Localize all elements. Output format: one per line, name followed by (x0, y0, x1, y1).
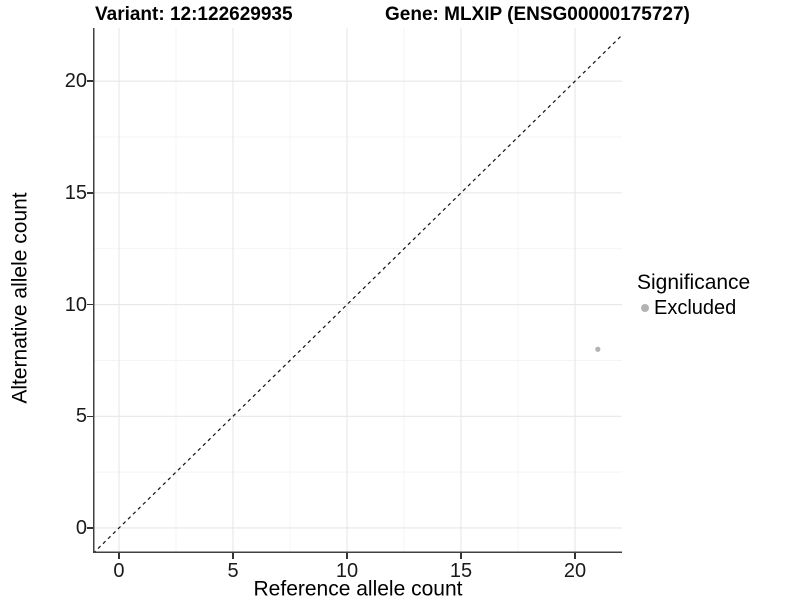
y-tick-mark (87, 80, 93, 82)
legend-entry-excluded: Excluded (637, 297, 750, 319)
x-tick-mark (574, 553, 576, 559)
y-tick-mark (87, 527, 93, 529)
data-point (595, 346, 601, 352)
y-tick-mark (87, 192, 93, 194)
plot-panel (93, 28, 622, 553)
x-tick-mark (460, 553, 462, 559)
y-tick-label: 20 (64, 70, 87, 93)
plot-title-variant: Variant: 12:122629935 (95, 4, 293, 25)
x-tick-label: 15 (449, 560, 473, 582)
y-tick-label: 5 (75, 405, 87, 428)
legend-entry-label: Excluded (654, 297, 737, 320)
x-tick-label: 5 (227, 560, 239, 582)
plot-title-gene: Gene: MLXIP (ENSG00000175727) (385, 4, 690, 25)
y-tick-mark (87, 303, 93, 306)
x-tick-mark (232, 553, 234, 559)
x-axis-title: Reference allele count (253, 577, 463, 600)
y-tick-label: 15 (64, 181, 87, 204)
x-tick-mark (118, 553, 120, 559)
legend: Significance Excluded (637, 271, 750, 319)
legend-title: Significance (637, 271, 751, 294)
x-tick-label: 20 (563, 560, 587, 582)
legend-point-icon (641, 304, 649, 313)
x-tick-mark (346, 553, 348, 559)
identity-line (93, 34, 622, 553)
x-tick-label: 0 (113, 560, 125, 582)
y-tick-label: 0 (75, 516, 87, 539)
y-tick-mark (87, 415, 93, 418)
y-tick-label: 10 (64, 293, 87, 316)
y-axis-title: Alternative allele count (8, 192, 32, 404)
x-tick-label: 10 (335, 560, 359, 582)
